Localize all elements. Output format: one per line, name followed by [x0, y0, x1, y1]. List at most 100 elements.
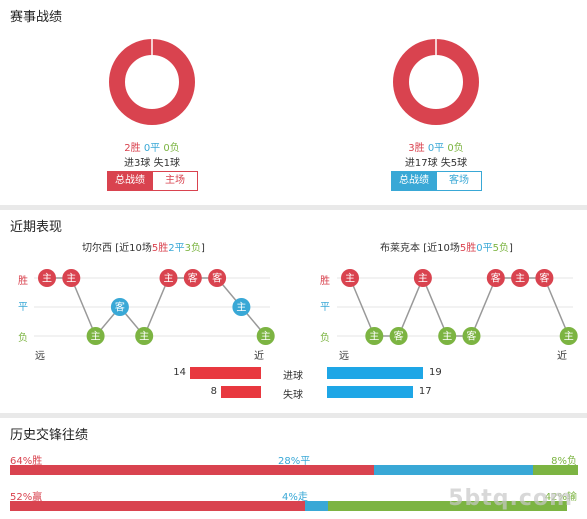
right-far-label: 远	[339, 351, 349, 362]
right-form-point: 主	[511, 269, 530, 287]
right-form-venue-label: 主	[418, 273, 428, 285]
right-form-point: 客	[389, 327, 408, 345]
right-ylabel-draw: 平	[320, 302, 330, 313]
left-form-marker	[183, 269, 202, 287]
right-ylabel-win: 胜	[320, 276, 330, 287]
right-form-point: 主	[413, 269, 432, 287]
left-losses: 0负	[163, 143, 180, 154]
left-near-label: 近	[254, 351, 264, 362]
right-form-marker	[341, 269, 359, 287]
left-form-point: 主	[135, 327, 154, 345]
left-form-point: 主	[38, 269, 56, 287]
right-form-marker	[559, 327, 578, 345]
left-form-venue-label: 主	[91, 331, 101, 343]
left-form-point: 客	[208, 269, 227, 287]
right-goal-summary: 进17球 失5球	[376, 154, 496, 169]
left-form-marker	[135, 327, 154, 345]
right-form-chart: 主主 客主主 客客主客主	[337, 269, 578, 345]
right-team-name: 布莱克本	[380, 243, 420, 254]
right-record-summary: 3胜 0平 0负	[376, 139, 496, 154]
right-form-draws: 0平	[476, 243, 493, 254]
watermark: 5btq.com	[448, 486, 573, 511]
left-form-point: 主	[232, 298, 251, 316]
left-goal-summary: 进3球 失1球	[92, 154, 212, 169]
right-form-point: 客	[535, 269, 554, 287]
left-goals-value: 14	[173, 367, 186, 378]
left-form-marker	[38, 269, 56, 287]
right-form-marker	[535, 269, 554, 287]
history-row1-left-label: 64%胜	[10, 456, 43, 467]
left-form-marker	[159, 269, 178, 287]
left-form-losses: 3负	[184, 243, 201, 254]
left-form-point: 主	[86, 327, 105, 345]
right-near-label: 近	[557, 351, 567, 362]
right-record-donut	[393, 38, 479, 125]
left-donut-ring	[109, 39, 195, 125]
right-form-prefix: [近10场	[423, 243, 460, 254]
left-form-suffix: ]	[200, 243, 205, 254]
left-form-marker	[208, 269, 227, 287]
right-form-marker	[486, 269, 505, 287]
history-row1-bar	[10, 465, 578, 475]
right-form-venue-label: 客	[539, 272, 549, 285]
right-form-point: 客	[462, 327, 481, 345]
left-conceded-bar	[220, 386, 261, 398]
left-record-summary: 2胜 0平 0负	[92, 139, 212, 154]
left-form-marker	[110, 298, 129, 316]
left-form-marker	[86, 327, 105, 345]
left-tab-home[interactable]: 主场	[152, 171, 198, 191]
right-form-losses: 5负	[492, 243, 509, 254]
right-donut-ring	[393, 39, 479, 125]
right-form-marker	[511, 269, 530, 287]
left-form-venue-label: 主	[164, 273, 174, 285]
row2-win-segment	[10, 501, 306, 511]
right-tab-total[interactable]: 总战绩	[391, 171, 437, 191]
history-panel: 历史交锋往绩 64%胜 28%平 8%负 52%赢 4%走 42%输 5btq.…	[0, 418, 587, 519]
right-form-wins: 5胜	[459, 243, 477, 254]
history-row2-right-label: 42%输	[544, 492, 577, 503]
left-conceded: 失1球	[153, 158, 180, 169]
left-ylabel-draw: 平	[18, 302, 28, 313]
left-record-tabs: 总战绩 主场	[107, 171, 198, 191]
right-form-venue-label: 主	[515, 273, 525, 285]
right-draws: 0平	[427, 143, 445, 154]
left-goals: 进3球	[124, 158, 151, 169]
right-form-venue-label: 主	[564, 331, 574, 343]
left-form-venue-label: 主	[261, 331, 271, 343]
right-record-tabs: 总战绩 客场	[391, 171, 482, 191]
record-panel: 赛事战绩 2胜 0平 0负 进3球 失1球 总战绩 主场 3胜 0平 0负 进1…	[0, 0, 587, 205]
left-tab-total[interactable]: 总战绩	[107, 171, 153, 191]
left-form-point: 客	[183, 269, 202, 287]
right-form-marker	[462, 327, 481, 345]
left-form-venue-label: 主	[236, 302, 246, 314]
left-far-label: 远	[35, 351, 45, 362]
left-form-venue-label: 主	[66, 273, 76, 285]
left-form-venue-label: 客	[212, 272, 222, 285]
recent-form-panel: 近期表现 切尔西 [近10场5胜2平3负] 布莱克本 [近10场5胜0平5负] …	[0, 210, 587, 413]
left-wins: 2胜	[124, 143, 141, 154]
left-form-point: 主	[62, 269, 81, 287]
history-row2-bar	[10, 501, 578, 511]
right-form-suffix: ]	[508, 243, 513, 254]
section-title-record: 赛事战绩	[10, 10, 63, 25]
right-tab-away[interactable]: 客场	[436, 171, 482, 191]
right-form-line	[349, 276, 570, 337]
right-form-marker	[365, 327, 384, 345]
right-ylabel-loss: 负	[320, 333, 330, 344]
right-goals: 进17球	[404, 158, 438, 169]
left-team-name: 切尔西	[82, 243, 112, 254]
right-form-venue-label: 主	[369, 331, 379, 343]
row1-win-segment	[10, 465, 374, 475]
left-form-point: 主	[159, 269, 178, 287]
conceded-label: 失球	[283, 390, 303, 401]
left-draws: 0平	[143, 143, 161, 154]
right-conceded: 失5球	[440, 158, 468, 169]
right-form-point: 主	[365, 327, 384, 345]
left-ylabel-loss: 负	[18, 333, 28, 344]
left-record-donut	[109, 38, 195, 125]
right-form-point: 主	[559, 327, 578, 345]
section-title-recent: 近期表现	[10, 220, 63, 235]
history-row2-left-label: 52%赢	[10, 492, 43, 503]
left-form-venue-label: 主	[42, 273, 52, 285]
left-team-form-title: 切尔西 [近10场5胜2平3负]	[82, 239, 205, 254]
